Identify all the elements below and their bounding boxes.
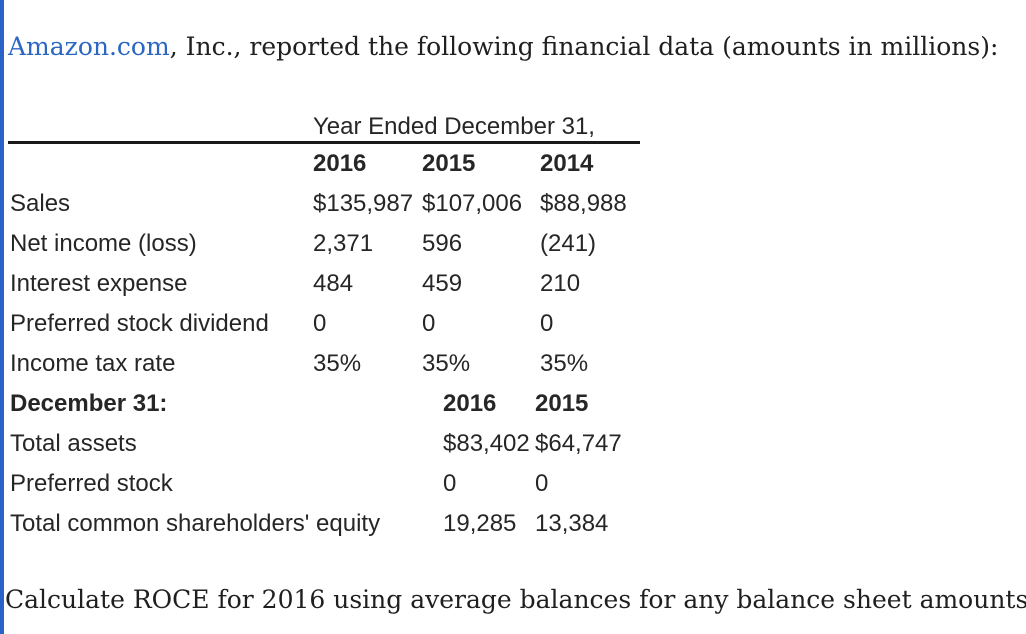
cell-2016: 484 (313, 270, 354, 297)
cell-2014: 0 (540, 310, 554, 337)
intro-text: Amazon.com, Inc., reported the following… (8, 32, 998, 61)
cell-2016: $83,402 (443, 430, 530, 457)
cell-2015: 0 (535, 470, 549, 497)
cell-2016: 2,371 (313, 230, 374, 257)
cell-2015: 13,384 (535, 510, 609, 537)
cell-2016: 0 (313, 310, 327, 337)
table-row-total-assets: Total assets $83,402 $64,747 (8, 424, 640, 464)
row-label: Income tax rate (10, 350, 176, 377)
cell-2014: 210 (540, 270, 581, 297)
cell-2016: 35% (313, 350, 362, 377)
left-accent-bar (0, 0, 4, 634)
table-row-net-income: Net income (loss) 2,371 596 (241) (8, 224, 640, 264)
cell-2015: 459 (422, 270, 463, 297)
row-label: Total assets (10, 430, 137, 457)
row-label: Interest expense (10, 270, 188, 297)
financial-data-table: Year Ended December 31, 2016 2015 2014 S… (8, 110, 640, 544)
intro-text-rest: , Inc., reported the following financial… (169, 32, 999, 61)
row-label: Total common shareholders' equity (10, 510, 381, 537)
cell-2015: 0 (422, 310, 436, 337)
row-label: Preferred stock dividend (10, 310, 269, 337)
year-column-header-2016: 2016 (443, 390, 497, 417)
table-row-preferred-dividend: Preferred stock dividend 0 0 0 (8, 304, 640, 344)
cell-2016: $135,987 (313, 190, 414, 217)
table-row-income-tax-rate: Income tax rate 35% 35% 35% (8, 344, 640, 384)
cell-2016: 19,285 (443, 510, 517, 537)
year-column-header-2016: 2016 (313, 150, 367, 177)
row-label: Preferred stock (10, 470, 173, 497)
cell-2015: 35% (422, 350, 471, 377)
table-row-sales: Sales $135,987 $107,006 $88,988 (8, 184, 640, 224)
year-column-header-2015: 2015 (422, 150, 476, 177)
cell-2014: 35% (540, 350, 589, 377)
amazon-link[interactable]: Amazon.com (8, 32, 170, 61)
table-row-preferred-stock: Preferred stock 0 0 (8, 464, 640, 504)
cell-2015: $64,747 (535, 430, 622, 457)
row-label: Sales (10, 190, 71, 217)
year-header-row: 2016 2015 2014 (8, 144, 640, 184)
table-span-header: Year Ended December 31, (313, 113, 595, 140)
empty-header-cell (8, 144, 313, 184)
cell-2015: 596 (422, 230, 463, 257)
question-text: Calculate ROCE for 2016 using average ba… (5, 585, 1026, 614)
year-column-header-2015: 2015 (535, 390, 589, 417)
table-row-common-equity: Total common shareholders' equity 19,285… (8, 504, 640, 544)
cell-2015: $107,006 (422, 190, 523, 217)
cell-2014: $88,988 (540, 190, 627, 217)
table-span-header-row: Year Ended December 31, (8, 110, 640, 144)
section2-header: December 31: (10, 390, 168, 417)
table-row-interest-expense: Interest expense 484 459 210 (8, 264, 640, 304)
row-label: Net income (loss) (10, 230, 197, 257)
december-31-header-row: December 31: 2016 2015 (8, 384, 640, 424)
cell-2014: (241) (540, 230, 597, 257)
cell-2016: 0 (443, 470, 457, 497)
year-column-header-2014: 2014 (540, 150, 594, 177)
